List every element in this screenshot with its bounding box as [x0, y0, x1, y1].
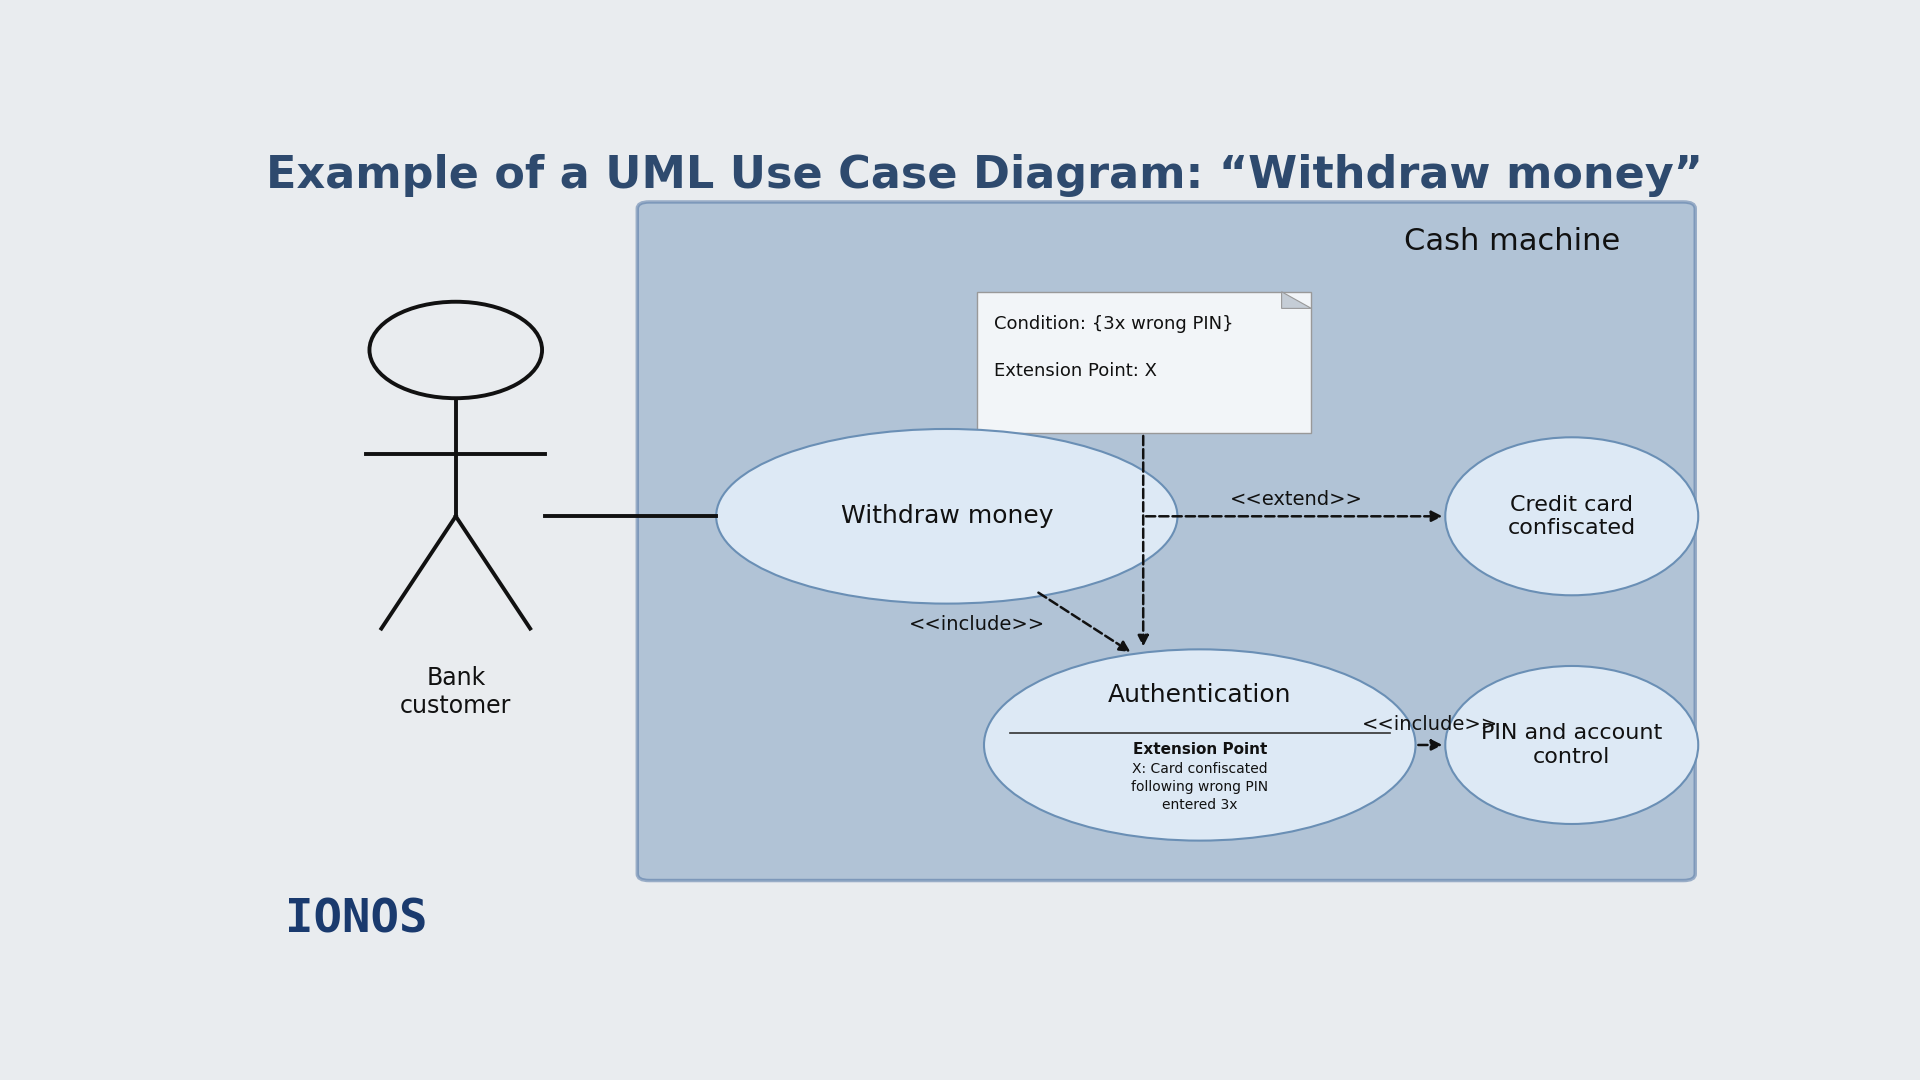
Text: <<include>>: <<include>>: [1363, 715, 1498, 733]
Ellipse shape: [983, 649, 1415, 840]
Text: Example of a UML Use Case Diagram: “Withdraw money”: Example of a UML Use Case Diagram: “With…: [265, 153, 1703, 197]
Text: <<extend>>: <<extend>>: [1231, 490, 1363, 509]
FancyBboxPatch shape: [637, 202, 1695, 880]
Text: Extension Point: X: Extension Point: X: [995, 363, 1158, 380]
Text: Condition: {3x wrong PIN}: Condition: {3x wrong PIN}: [995, 315, 1235, 333]
Text: PIN and account
control: PIN and account control: [1480, 724, 1663, 767]
Text: Authentication: Authentication: [1108, 684, 1292, 707]
FancyBboxPatch shape: [977, 292, 1311, 433]
Text: IONOS: IONOS: [284, 897, 426, 942]
Text: Credit card
confiscated: Credit card confiscated: [1507, 495, 1636, 538]
Text: X: Card confiscated
following wrong PIN
entered 3x: X: Card confiscated following wrong PIN …: [1131, 761, 1269, 812]
Polygon shape: [1283, 292, 1311, 309]
Text: Bank
customer: Bank customer: [399, 666, 511, 718]
Text: <<include>>: <<include>>: [908, 615, 1044, 634]
Text: Extension Point: Extension Point: [1133, 742, 1267, 757]
Ellipse shape: [1446, 666, 1697, 824]
Text: Withdraw money: Withdraw money: [841, 504, 1052, 528]
Ellipse shape: [1446, 437, 1697, 595]
Text: Cash machine: Cash machine: [1404, 228, 1620, 256]
Ellipse shape: [716, 429, 1177, 604]
